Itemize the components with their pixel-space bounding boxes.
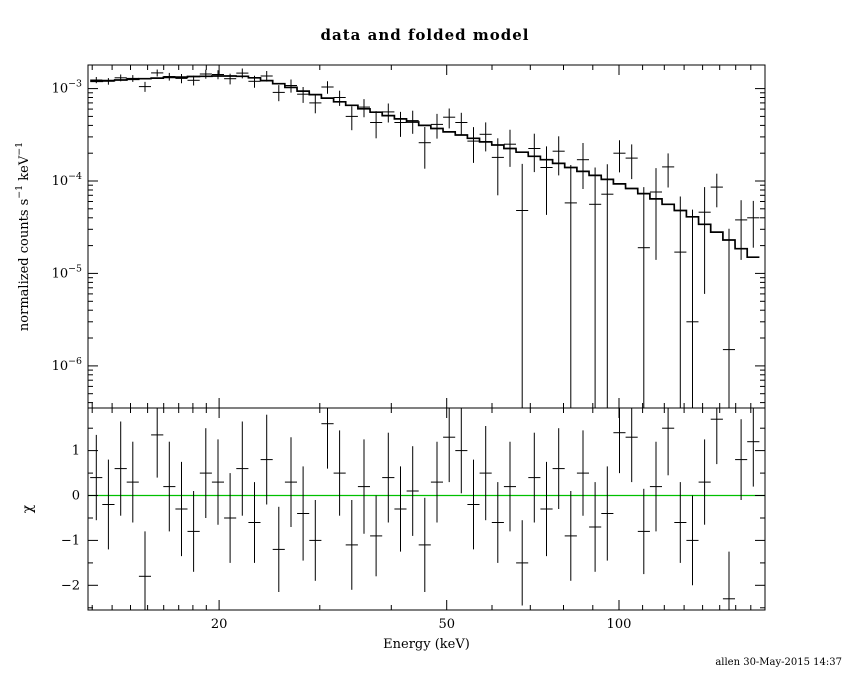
y-axis-title: normalized counts s−1 keV−1: [14, 142, 32, 331]
y-tick-label: 10−4: [52, 171, 82, 189]
residuals-panel-content: [88, 408, 765, 610]
chi-tick-label: 1: [72, 444, 80, 459]
axes: [87, 64, 766, 611]
x-axis-title: Energy (keV): [383, 637, 470, 652]
y-tick-label: 10−3: [52, 79, 82, 97]
chi-tick-label: −2: [61, 578, 80, 593]
x-tick-label: 20: [211, 617, 228, 632]
chi-tick-label: −1: [61, 533, 80, 548]
chi-axis-title: χ: [20, 504, 36, 513]
timestamp: allen 30-May-2015 14:37: [715, 657, 842, 668]
x-tick-label: 50: [438, 617, 455, 632]
y-tick-label: 10−5: [52, 263, 82, 281]
spectrum-panel-content: [90, 68, 760, 408]
x-tick-label: 100: [607, 617, 632, 632]
model-step-line: [90, 75, 760, 259]
y-tick-label: 10−6: [52, 356, 82, 374]
plot-title: data and folded model: [320, 26, 530, 44]
chi-tick-label: 0: [72, 489, 80, 504]
axis-labels: 20 50 100 Energy (keV) 10−3 10−4 10−5 10−6 −2 −1 0…: [14, 79, 631, 652]
